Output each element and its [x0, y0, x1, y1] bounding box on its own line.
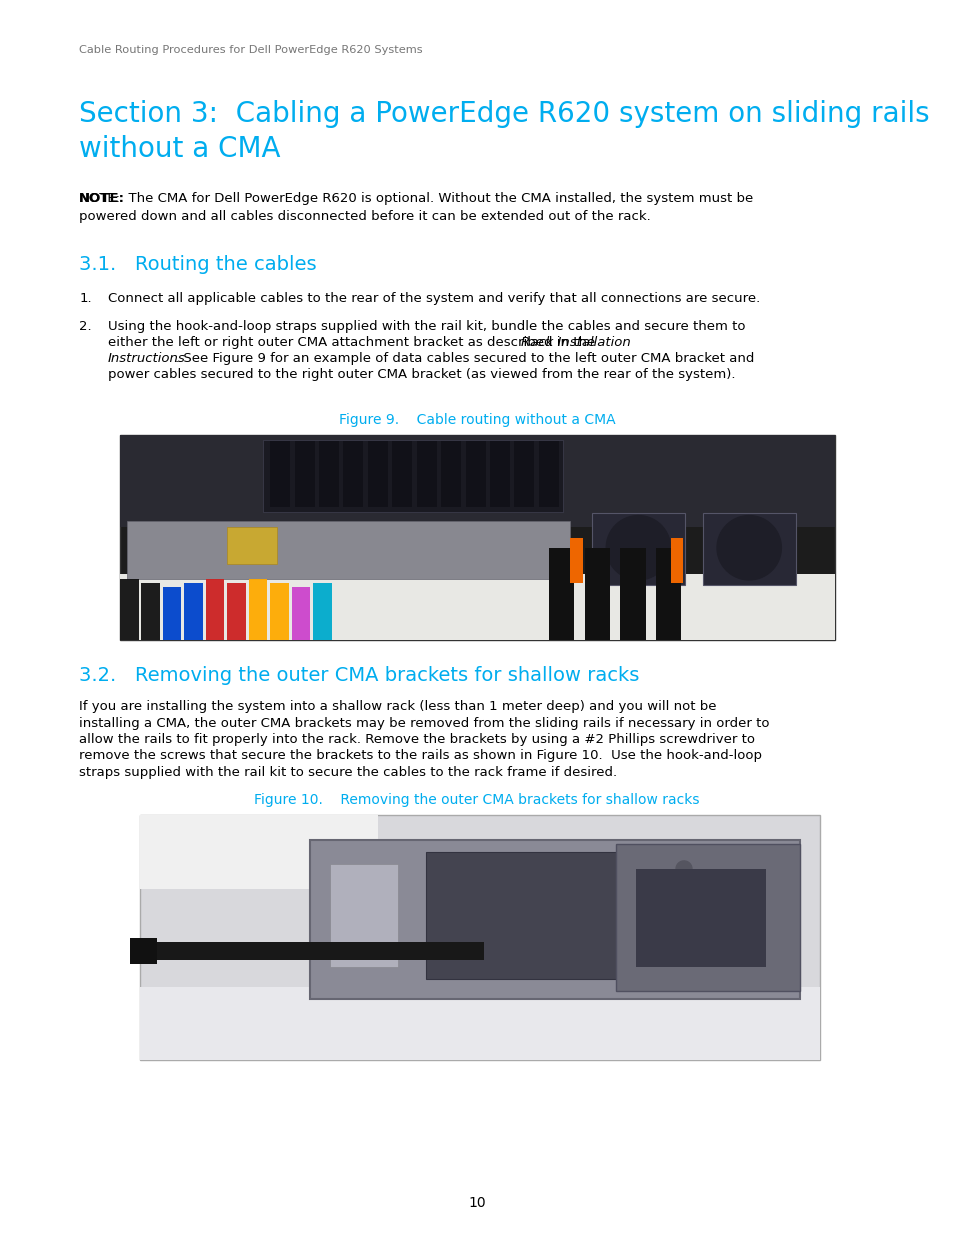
- Bar: [548, 548, 574, 640]
- Bar: [619, 548, 645, 640]
- Text: 10: 10: [468, 1195, 485, 1210]
- Polygon shape: [676, 905, 691, 921]
- Bar: [184, 583, 203, 640]
- Bar: [490, 441, 510, 506]
- Text: 3.2.   Removing the outer CMA brackets for shallow racks: 3.2. Removing the outer CMA brackets for…: [79, 666, 639, 685]
- Bar: [141, 583, 160, 640]
- Bar: [368, 441, 388, 506]
- Bar: [514, 441, 534, 506]
- Bar: [392, 441, 412, 506]
- Bar: [425, 852, 642, 979]
- Bar: [249, 578, 267, 640]
- Bar: [140, 815, 820, 1060]
- Bar: [140, 815, 377, 888]
- Bar: [227, 527, 277, 564]
- Text: remove the screws that secure the brackets to the rails as shown in Figure 10.  : remove the screws that secure the bracke…: [79, 750, 761, 762]
- Bar: [584, 548, 609, 640]
- Polygon shape: [676, 861, 691, 877]
- Text: allow the rails to fit properly into the rack. Remove the brackets by using a #2: allow the rails to fit properly into the…: [79, 734, 755, 746]
- Bar: [591, 513, 684, 584]
- Text: 1.: 1.: [79, 291, 91, 305]
- Bar: [343, 441, 363, 506]
- Text: 3.1.   Routing the cables: 3.1. Routing the cables: [79, 254, 316, 274]
- Bar: [140, 987, 820, 1060]
- Bar: [163, 587, 181, 640]
- Bar: [440, 441, 460, 506]
- Text: installing a CMA, the outer CMA brackets may be removed from the sliding rails i: installing a CMA, the outer CMA brackets…: [79, 716, 769, 730]
- Bar: [120, 574, 834, 640]
- Bar: [120, 578, 138, 640]
- Text: Cable Routing Procedures for Dell PowerEdge R620 Systems: Cable Routing Procedures for Dell PowerE…: [79, 44, 422, 56]
- Text: either the left or right outer CMA attachment bracket as described in the: either the left or right outer CMA attac…: [108, 336, 598, 350]
- Text: Figure 10.    Removing the outer CMA brackets for shallow racks: Figure 10. Removing the outer CMA bracke…: [254, 793, 699, 806]
- Text: straps supplied with the rail kit to secure the cables to the rack frame if desi: straps supplied with the rail kit to sec…: [79, 766, 617, 779]
- Text: Connect all applicable cables to the rear of the system and verify that all conn: Connect all applicable cables to the rea…: [108, 291, 760, 305]
- Text: If you are installing the system into a shallow rack (less than 1 meter deep) an: If you are installing the system into a …: [79, 700, 716, 713]
- Bar: [130, 937, 157, 965]
- Bar: [294, 441, 314, 506]
- Bar: [227, 583, 246, 640]
- Bar: [270, 583, 289, 640]
- Polygon shape: [717, 515, 781, 580]
- Bar: [616, 845, 799, 992]
- Bar: [270, 441, 290, 506]
- Bar: [570, 537, 582, 583]
- Bar: [465, 441, 485, 506]
- Bar: [330, 864, 398, 967]
- Text: power cables secured to the right outer CMA bracket (as viewed from the rear of : power cables secured to the right outer …: [108, 368, 735, 382]
- Text: Using the hook-and-loop straps supplied with the rail kit, bundle the cables and: Using the hook-and-loop straps supplied …: [108, 320, 744, 333]
- Text: NOTE:  The CMA for Dell PowerEdge R620 is optional. Without the CMA installed, t: NOTE: The CMA for Dell PowerEdge R620 is…: [79, 191, 753, 224]
- Bar: [120, 435, 834, 527]
- Bar: [670, 537, 682, 583]
- Text: NOTE:: NOTE:: [79, 191, 125, 205]
- Text: Rack Installation: Rack Installation: [520, 336, 630, 350]
- Bar: [313, 583, 332, 640]
- Bar: [130, 942, 483, 960]
- Bar: [702, 513, 795, 584]
- Bar: [636, 869, 765, 967]
- Bar: [318, 441, 338, 506]
- Bar: [310, 840, 799, 999]
- Bar: [263, 440, 562, 511]
- Text: Section 3:  Cabling a PowerEdge R620 system on sliding rails: Section 3: Cabling a PowerEdge R620 syst…: [79, 100, 929, 128]
- Polygon shape: [605, 515, 670, 580]
- Bar: [206, 578, 224, 640]
- Text: Figure 9.    Cable routing without a CMA: Figure 9. Cable routing without a CMA: [338, 412, 615, 427]
- Bar: [656, 548, 680, 640]
- Bar: [416, 441, 436, 506]
- Bar: [120, 435, 834, 640]
- Bar: [127, 521, 570, 578]
- Bar: [292, 587, 310, 640]
- Text: without a CMA: without a CMA: [79, 135, 280, 163]
- Polygon shape: [676, 950, 691, 965]
- Bar: [538, 441, 558, 506]
- Text: 2.: 2.: [79, 320, 91, 333]
- Text: . See Figure 9 for an example of data cables secured to the left outer CMA brack: . See Figure 9 for an example of data ca…: [174, 352, 753, 366]
- Text: Instructions: Instructions: [108, 352, 185, 366]
